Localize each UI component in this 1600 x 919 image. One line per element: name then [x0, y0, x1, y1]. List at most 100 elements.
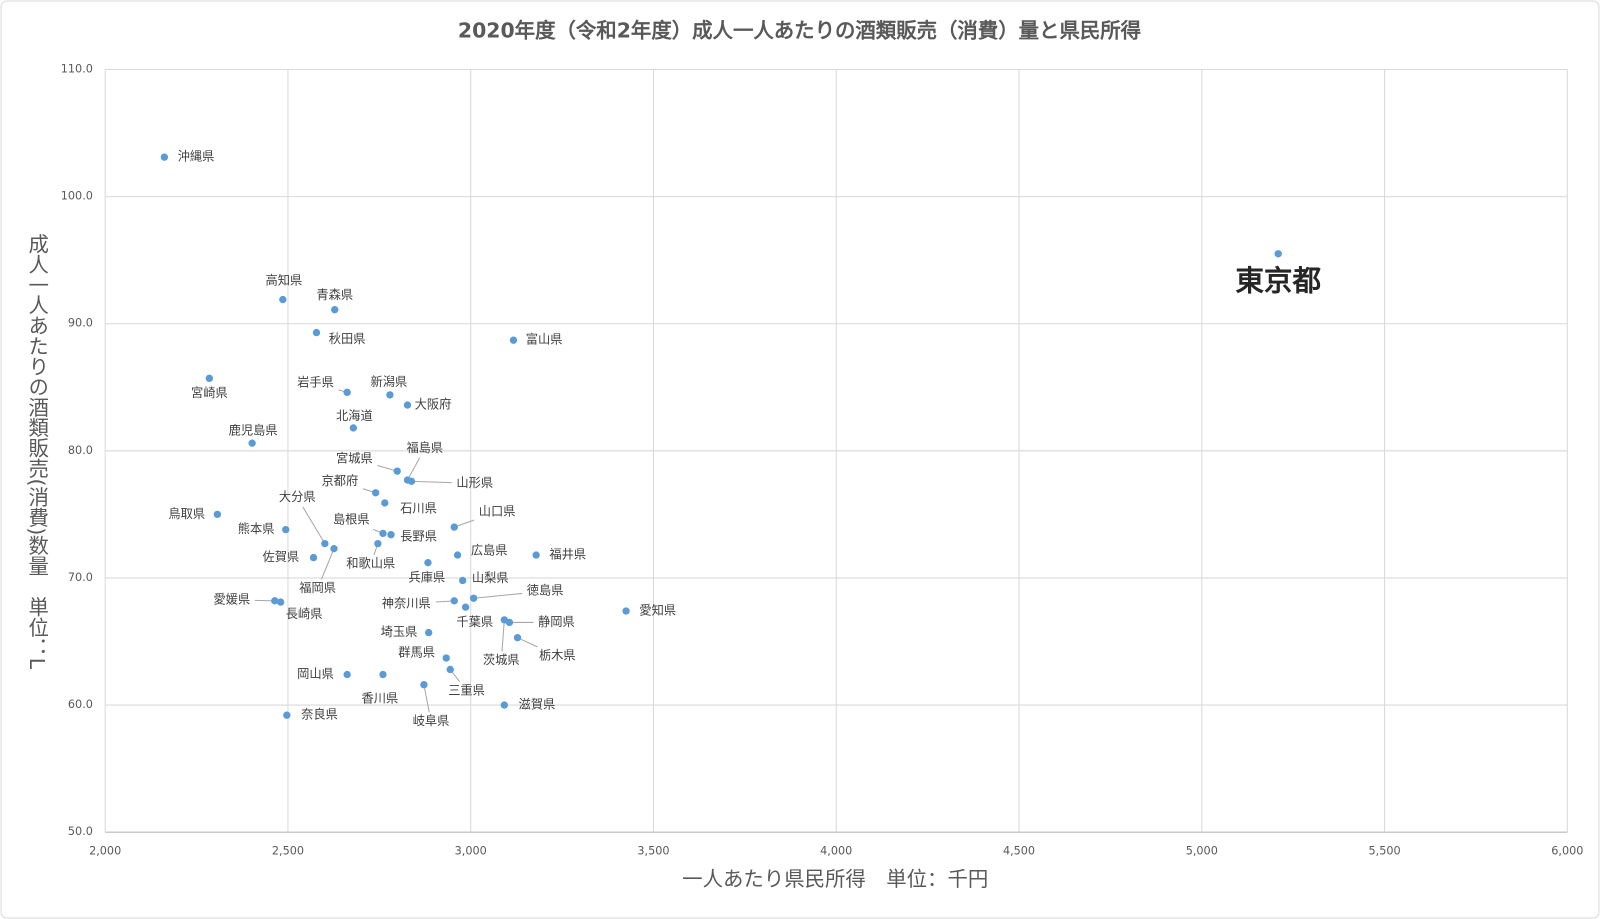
point-label: 福井県	[549, 547, 586, 562]
data-point	[469, 594, 478, 602]
data-point	[393, 467, 401, 475]
data-point	[312, 328, 321, 337]
point-label: 岡山県	[297, 667, 334, 681]
data-point	[374, 539, 382, 548]
x-tick-label: 5,000	[1186, 845, 1218, 858]
x-tick-label: 6,000	[1551, 845, 1583, 858]
data-point	[276, 598, 285, 606]
data-point	[387, 531, 395, 539]
point-label: 滋賀県	[519, 698, 556, 712]
y-tick-label: 70.0	[68, 571, 93, 584]
point-label: 神奈川県	[382, 596, 431, 610]
chart-title: 2020年度（令和2年度）成人一人あたりの酒類販売（消費）量と県民所得	[458, 19, 1141, 43]
point-label: 福岡県	[299, 580, 336, 595]
point-label: 千葉県	[456, 615, 493, 629]
point-label: 大阪府	[415, 397, 452, 412]
data-point	[381, 499, 389, 507]
point-label: 広島県	[471, 542, 508, 557]
data-point	[309, 553, 318, 562]
data-point	[321, 539, 329, 548]
x-tick-label: 5,500	[1368, 845, 1400, 858]
point-label: 熊本県	[238, 521, 275, 536]
data-point	[458, 576, 467, 585]
point-label: 大分県	[279, 490, 316, 504]
data-point	[248, 439, 256, 447]
point-label: 新潟県	[371, 374, 408, 389]
y-tick-label: 90.0	[68, 317, 93, 330]
data-point	[160, 153, 169, 161]
data-point	[403, 401, 412, 409]
point-label: 青森県	[316, 287, 353, 302]
y-tick-label: 50.0	[68, 825, 93, 838]
y-tick-label: 110.0	[61, 62, 93, 75]
data-point	[282, 525, 290, 534]
point-label: 兵庫県	[409, 571, 446, 585]
leader-line	[501, 619, 505, 652]
x-tick-label: 4,000	[820, 845, 852, 858]
point-label: 鳥取県	[168, 506, 205, 521]
data-point	[453, 551, 462, 559]
leader-line	[302, 506, 326, 544]
data-point	[513, 634, 522, 642]
leader-line	[320, 548, 335, 580]
data-point	[450, 597, 458, 605]
point-label: 秋田県	[329, 332, 366, 346]
data-point	[424, 559, 432, 567]
data-point	[343, 670, 351, 679]
data-point	[343, 388, 351, 397]
point-label: 愛知県	[639, 603, 676, 617]
data-point	[213, 510, 222, 519]
data-point	[283, 711, 291, 719]
y-tick-label: 60.0	[68, 698, 93, 711]
data-point	[509, 336, 518, 344]
point-label: 和歌山県	[346, 556, 395, 571]
point-label: 群馬県	[398, 645, 435, 659]
data-point	[446, 665, 454, 674]
point-label: 福島県	[406, 440, 443, 455]
point-label: 栃木県	[539, 649, 576, 663]
x-tick-label: 2,500	[272, 845, 304, 858]
point-label: 高知県	[265, 273, 302, 288]
point-label: 北海道	[336, 408, 373, 423]
point-label: 富山県	[526, 332, 563, 347]
leader-line	[407, 457, 421, 481]
point-label: 宮崎県	[191, 385, 228, 400]
data-point	[532, 551, 540, 559]
point-label: 茨城県	[483, 653, 520, 667]
point-label: 島根県	[333, 512, 370, 527]
data-point	[407, 477, 416, 486]
point-label: 長野県	[400, 529, 437, 543]
point-label: 愛媛県	[214, 592, 251, 606]
point-label: 沖縄県	[178, 149, 215, 164]
point-label: 岩手県	[297, 375, 334, 390]
point-label: 宮城県	[336, 450, 373, 465]
y-tick-label: 100.0	[61, 190, 93, 203]
data-point	[371, 489, 380, 497]
point-label: 山梨県	[472, 571, 509, 585]
point-label: 山形県	[456, 476, 493, 490]
point-label: 静岡県	[538, 615, 575, 629]
data-point	[1274, 250, 1282, 258]
point-label: 山口県	[479, 504, 516, 518]
point-label: 石川県	[400, 502, 437, 516]
data-point	[442, 654, 450, 662]
y-axis-title: 成人一人あたりの酒類販売(消費)数量 単位：L	[25, 233, 49, 669]
data-point	[279, 295, 287, 304]
y-tick-label: 80.0	[68, 444, 93, 457]
data-point	[379, 529, 387, 538]
point-label: 鹿児島県	[229, 422, 278, 437]
data-point	[424, 628, 433, 637]
x-axis-title: 一人あたり県民所得 単位：千円	[682, 867, 988, 891]
x-tick-label: 3,500	[637, 845, 669, 858]
point-label: 三重県	[448, 683, 485, 697]
leader-line	[473, 592, 523, 599]
leader-line	[423, 684, 430, 713]
data-point	[420, 681, 428, 689]
data-point	[505, 618, 514, 627]
data-point	[205, 374, 214, 383]
data-point	[271, 597, 279, 605]
leader-line	[411, 480, 452, 484]
data-point	[379, 670, 387, 679]
